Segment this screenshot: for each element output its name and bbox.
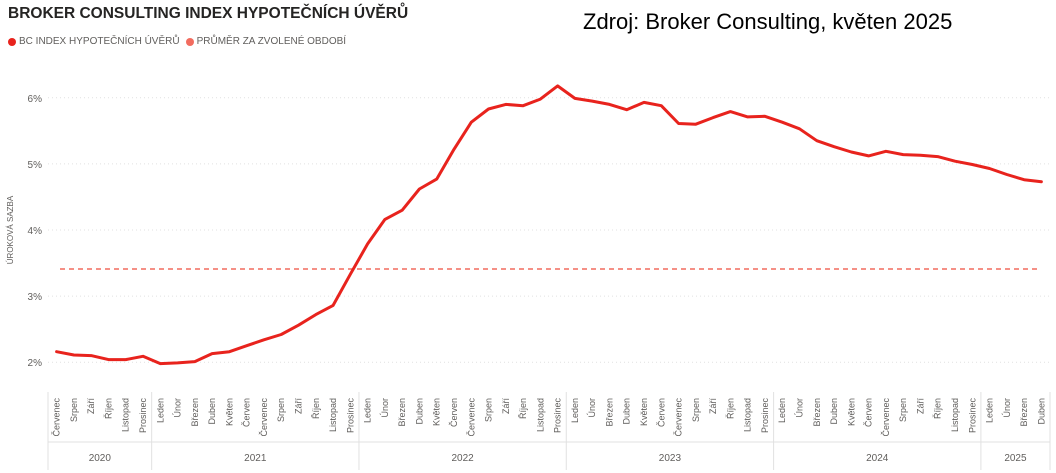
legend-item-average[interactable]: PRŮMĚR ZA ZVOLENÉ OBDOBÍ — [185, 36, 347, 47]
x-tick-label: Duben — [414, 398, 424, 425]
x-tick-label: Červenec — [674, 398, 684, 437]
x-tick-label: Červenec — [466, 398, 476, 437]
x-tick-label: Duben — [622, 398, 632, 425]
x-tick-label: Září — [86, 398, 96, 415]
x-year-label: 2025 — [1004, 453, 1027, 464]
x-tick-label: Únor — [587, 398, 597, 418]
source-note: Zdroj: Broker Consulting, květen 2025 — [583, 9, 953, 34]
x-year-label: 2022 — [451, 453, 474, 464]
x-tick-label: Květen — [432, 398, 442, 426]
x-tick-label: Květen — [224, 398, 234, 426]
x-year-label: 2021 — [244, 453, 267, 464]
x-tick-label: Listopad — [950, 398, 960, 432]
x-tick-label: Březen — [812, 398, 822, 427]
x-tick-label: Leden — [363, 398, 373, 423]
x-tick-label: Červenec — [259, 398, 269, 437]
x-tick-label: Duben — [1036, 398, 1046, 425]
x-tick-label: Prosinec — [138, 398, 148, 434]
x-tick-label: Červen — [449, 398, 459, 427]
x-tick-label: Březen — [604, 398, 614, 427]
legend: BC INDEX HYPOTEČNÍCH ÚVĚRŮ PRŮMĚR ZA ZVO… — [8, 36, 346, 47]
x-tick-label: Prosinec — [345, 398, 355, 434]
x-tick-label: Srpen — [69, 398, 79, 422]
x-tick-label: Leden — [777, 398, 787, 423]
x-tick-label: Leden — [570, 398, 580, 423]
x-tick-label: Duben — [829, 398, 839, 425]
x-tick-label: Srpen — [898, 398, 908, 422]
x-tick-label: Leden — [985, 398, 995, 423]
x-year-label: 2023 — [659, 453, 682, 464]
x-tick-label: Březen — [190, 398, 200, 427]
x-tick-label: Červenec — [52, 398, 62, 437]
chart-title: BROKER CONSULTING INDEX HYPOTEČNÍCH ÚVĚR… — [8, 5, 409, 22]
index-series-line — [55, 84, 1043, 366]
x-tick-label: Září — [501, 398, 511, 415]
x-tick-label: Prosinec — [553, 398, 563, 434]
x-tick-label: Říjen — [311, 398, 321, 419]
y-tick-label: 3% — [28, 292, 43, 303]
x-tick-label: Listopad — [535, 398, 545, 432]
legend-dot-index — [8, 37, 16, 46]
y-tick-label: 6% — [28, 94, 43, 105]
y-tick-label: 2% — [28, 358, 43, 369]
x-tick-label: Březen — [1019, 398, 1029, 427]
x-tick-label: Červenec — [881, 398, 891, 437]
x-tick-label: Květen — [639, 398, 649, 426]
x-tick-label: Červen — [864, 398, 874, 427]
x-tick-label: Prosinec — [760, 398, 770, 434]
legend-item-index[interactable]: BC INDEX HYPOTEČNÍCH ÚVĚRŮ — [8, 36, 180, 47]
x-tick-label: Únor — [1002, 398, 1012, 418]
y-tick-label: 5% — [28, 160, 43, 171]
x-tick-label: Září — [294, 398, 304, 415]
x-tick-label: Prosinec — [967, 398, 977, 434]
x-tick-label: Červen — [242, 398, 252, 427]
x-tick-label: Leden — [155, 398, 165, 423]
legend-label-average: PRŮMĚR ZA ZVOLENÉ OBDOBÍ — [196, 36, 347, 47]
x-tick-label: Květen — [846, 398, 856, 426]
x-tick-label: Listopad — [121, 398, 131, 432]
x-tick-label: Říjen — [518, 398, 528, 419]
y-axis-title: ÚROKOVÁ SAZBA — [6, 195, 15, 264]
y-tick-label: 4% — [28, 226, 43, 237]
x-tick-label: Říjen — [933, 398, 943, 419]
x-tick-label: Říjen — [103, 398, 113, 419]
x-tick-label: Únor — [173, 398, 183, 418]
x-tick-label: Únor — [795, 398, 805, 418]
x-tick-label: Duben — [207, 398, 217, 425]
x-tick-label: Listopad — [743, 398, 753, 432]
x-tick-label: Únor — [380, 398, 390, 418]
x-tick-label: Červen — [656, 398, 666, 427]
x-tick-label: Září — [915, 398, 925, 415]
x-tick-label: Srpen — [691, 398, 701, 422]
x-tick-label: Říjen — [725, 398, 735, 419]
x-year-label: 2024 — [866, 453, 889, 464]
legend-label-index: BC INDEX HYPOTEČNÍCH ÚVĚRŮ — [19, 36, 180, 47]
x-year-label: 2020 — [89, 453, 112, 464]
x-tick-label: Září — [708, 398, 718, 415]
x-tick-label: Srpen — [484, 398, 494, 422]
legend-dot-average — [185, 37, 194, 46]
x-tick-label: Listopad — [328, 398, 338, 432]
x-tick-label: Březen — [397, 398, 407, 427]
x-tick-label: Srpen — [276, 398, 286, 422]
